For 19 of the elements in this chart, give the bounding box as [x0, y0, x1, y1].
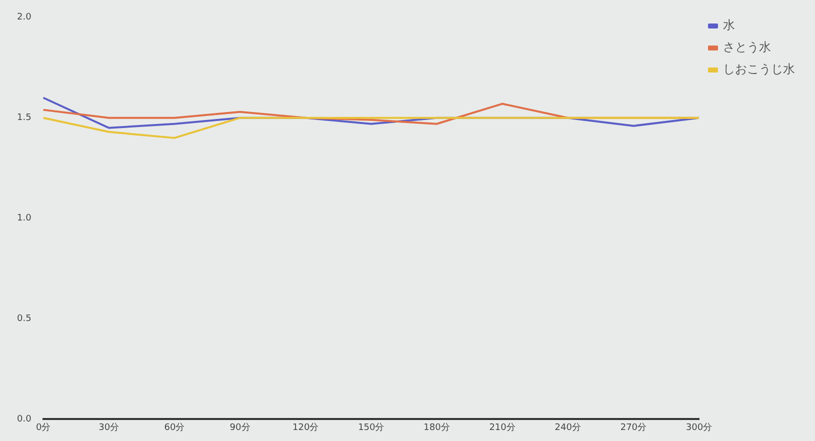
x-tick-label: 270分: [620, 422, 647, 433]
y-tick-label: 1.0: [16, 214, 32, 224]
y-tick-label: 1.5: [16, 113, 32, 124]
x-tick-label: 210分: [489, 422, 516, 433]
legend-label: さとう水: [723, 40, 771, 54]
x-tick-label: 90分: [230, 422, 250, 433]
y-tick-label: 0.0: [16, 414, 32, 425]
x-tick-label: 30分: [98, 422, 120, 433]
x-tick-label: 150分: [358, 422, 384, 433]
x-tick-label: 300分: [686, 422, 712, 433]
x-tick-label: 180分: [424, 422, 450, 433]
x-tick-label: 120分: [292, 422, 319, 433]
y-tick-label: 2.0: [16, 12, 32, 23]
x-tick-label: 60分: [164, 422, 185, 433]
legend-label: しおこうじ水: [723, 62, 795, 76]
y-tick-label: 0.5: [16, 314, 32, 324]
x-tick-label: 0分: [36, 422, 51, 433]
legend-label: 水: [723, 18, 735, 32]
x-tick-label: 240分: [554, 422, 581, 433]
